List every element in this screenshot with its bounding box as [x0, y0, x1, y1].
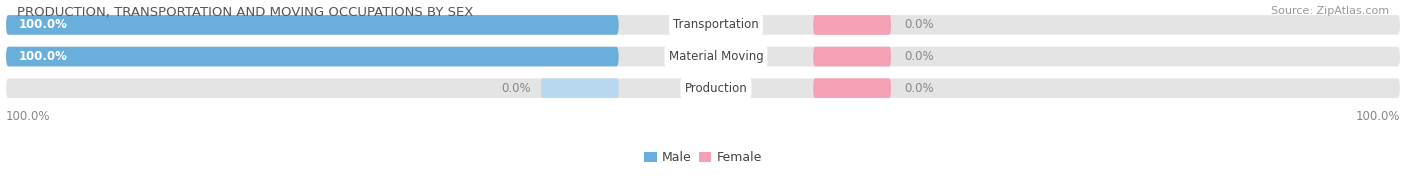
- Text: 0.0%: 0.0%: [502, 82, 531, 95]
- Text: 100.0%: 100.0%: [6, 110, 51, 123]
- Text: PRODUCTION, TRANSPORTATION AND MOVING OCCUPATIONS BY SEX: PRODUCTION, TRANSPORTATION AND MOVING OC…: [17, 6, 474, 19]
- FancyBboxPatch shape: [541, 78, 619, 98]
- FancyBboxPatch shape: [813, 78, 891, 98]
- Text: 0.0%: 0.0%: [904, 50, 934, 63]
- FancyBboxPatch shape: [6, 15, 619, 35]
- FancyBboxPatch shape: [6, 47, 619, 66]
- FancyBboxPatch shape: [6, 47, 1400, 66]
- Text: Transportation: Transportation: [673, 18, 759, 31]
- FancyBboxPatch shape: [6, 78, 1400, 98]
- Text: 100.0%: 100.0%: [1355, 110, 1400, 123]
- FancyBboxPatch shape: [6, 15, 1400, 35]
- Text: 0.0%: 0.0%: [904, 82, 934, 95]
- Text: Source: ZipAtlas.com: Source: ZipAtlas.com: [1271, 6, 1389, 16]
- Text: 100.0%: 100.0%: [20, 18, 67, 31]
- Text: Material Moving: Material Moving: [669, 50, 763, 63]
- FancyBboxPatch shape: [813, 47, 891, 66]
- Text: 100.0%: 100.0%: [20, 50, 67, 63]
- FancyBboxPatch shape: [813, 15, 891, 35]
- Text: Production: Production: [685, 82, 748, 95]
- Text: 0.0%: 0.0%: [904, 18, 934, 31]
- Legend: Male, Female: Male, Female: [640, 146, 766, 169]
